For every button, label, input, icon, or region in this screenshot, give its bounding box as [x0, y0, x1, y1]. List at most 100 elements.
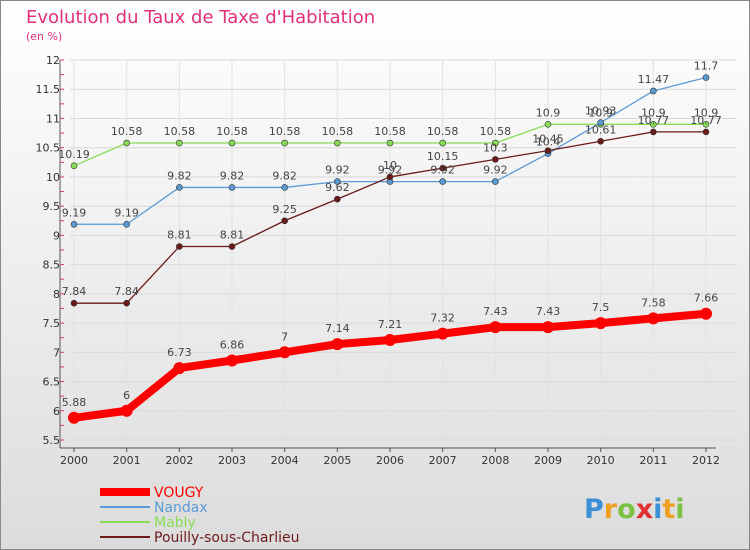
data-point	[331, 338, 344, 351]
data-point	[278, 346, 291, 359]
x-tick-label: 2004	[271, 454, 299, 467]
data-label: 7.84	[62, 285, 87, 298]
y-tick-label: 7	[53, 346, 60, 359]
data-label: 10.58	[427, 125, 459, 138]
x-tick-label: 2010	[587, 454, 615, 467]
data-label: 9.92	[483, 164, 508, 177]
data-label: 10.58	[269, 125, 301, 138]
data-point	[702, 74, 710, 81]
x-tick-label: 2008	[481, 454, 509, 467]
data-point	[228, 184, 236, 191]
data-label: 10.19	[58, 148, 90, 161]
data-label: 6.86	[220, 338, 245, 351]
y-tick-label: 7.5	[43, 317, 61, 330]
data-label: 7.14	[325, 322, 350, 335]
data-label: 7.58	[641, 296, 666, 309]
y-tick-label: 12	[46, 54, 60, 67]
data-label: 7.66	[694, 292, 719, 305]
data-label: 9.82	[167, 169, 192, 182]
data-point	[70, 220, 78, 228]
data-label: 7.84	[114, 285, 139, 298]
data-label: 9.25	[272, 203, 297, 216]
data-point	[439, 139, 446, 147]
data-label: 7.43	[536, 305, 561, 318]
data-point	[334, 195, 341, 203]
data-label: 9.62	[325, 181, 350, 194]
legend-label: Pouilly-sous-Charlieu	[154, 530, 299, 546]
data-label: 7.5	[592, 301, 610, 314]
data-label: 6	[123, 389, 130, 402]
data-label: 11.47	[638, 73, 670, 86]
data-point	[70, 162, 78, 170]
data-point	[281, 217, 288, 225]
data-point	[492, 178, 499, 185]
data-label: 7.21	[378, 318, 403, 331]
data-label: 10.4	[536, 136, 561, 149]
data-label: 11.7	[694, 60, 719, 73]
data-labels: 5.88 6 6.73 6.86 7 7.14 7.21 7.32 7.43 7.43 7.5 7.5…	[58, 60, 722, 409]
y-tick-label: 11	[46, 112, 60, 125]
data-point	[702, 128, 710, 136]
data-point	[334, 178, 341, 185]
x-tick-label: 2011	[639, 454, 667, 467]
data-label: 8.81	[220, 228, 245, 241]
data-point	[386, 173, 394, 181]
data-label: 9.82	[220, 169, 245, 182]
y-tick-label: 9	[53, 229, 60, 242]
data-label: 9.19	[62, 206, 87, 219]
data-point	[176, 139, 183, 147]
data-point	[436, 327, 449, 340]
x-tick-label: 2009	[534, 454, 562, 467]
x-tick-label: 2012	[692, 454, 720, 467]
data-label: 7.32	[430, 312, 455, 325]
data-label: 10.58	[164, 125, 196, 138]
data-label: 9.92	[378, 164, 403, 177]
data-point	[120, 404, 133, 417]
data-point	[647, 312, 660, 325]
data-point	[542, 321, 554, 334]
data-point	[123, 139, 130, 147]
data-label: 10	[383, 159, 397, 172]
data-point	[439, 178, 446, 185]
data-label: 10.77	[690, 114, 722, 127]
data-point	[702, 121, 710, 128]
legend-label: Mably	[154, 515, 196, 531]
data-label: 7.43	[483, 305, 508, 318]
data-point	[384, 334, 396, 347]
y-tick-label: 6.5	[43, 376, 61, 389]
y-tick-label: 5.5	[43, 434, 61, 447]
x-tick-label: 2002	[165, 454, 193, 467]
data-label: 10.15	[427, 150, 459, 163]
data-point	[597, 119, 604, 126]
legend-label: VOUGY	[154, 485, 204, 501]
data-point	[700, 307, 712, 320]
grid	[70, 59, 736, 441]
data-point	[492, 139, 499, 147]
x-tick-label: 2003	[218, 454, 246, 467]
data-point	[176, 184, 183, 191]
data-point	[281, 139, 288, 147]
data-label: 9.92	[325, 164, 350, 177]
data-label: 10.9	[536, 106, 561, 119]
data-label: 7	[281, 330, 288, 343]
data-point	[439, 164, 446, 172]
svg-text:Proxiti: Proxiti	[584, 494, 685, 525]
legend-label: Nandax	[154, 500, 208, 516]
data-label: 10.45	[532, 133, 564, 146]
data-label: 10.77	[638, 114, 670, 127]
chart-title: Evolution du Taux de Taxe d'Habitation	[26, 7, 375, 28]
data-point	[489, 321, 502, 334]
data-point	[650, 128, 657, 136]
data-point	[228, 243, 236, 250]
data-label: 5.88	[62, 396, 87, 409]
data-point	[176, 243, 183, 250]
data-label: 10.61	[585, 123, 617, 136]
proxiti-logo: Proxiti	[584, 494, 685, 525]
x-tick-label: 2006	[376, 454, 404, 467]
data-point	[386, 139, 394, 147]
data-label: 10.9	[694, 106, 719, 119]
data-point	[544, 121, 552, 128]
